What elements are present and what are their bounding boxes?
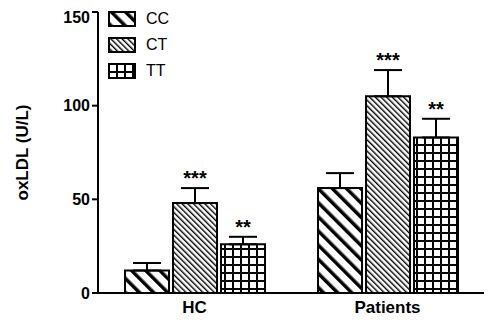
svg-text:**: ** (235, 216, 251, 238)
html-text:CC: CC (146, 10, 170, 27)
svg-text:50: 50 (72, 191, 90, 208)
svg-text:Patients: Patients (354, 298, 420, 317)
svg-text:0: 0 (81, 285, 90, 302)
svg-text:oxLDL (U/L): oxLDL (U/L) (13, 104, 32, 200)
svg-text:***: *** (376, 49, 400, 71)
svg-text:HC: HC (182, 298, 207, 317)
svg-text:***: *** (183, 167, 207, 189)
html-text:CT: CT (146, 36, 168, 53)
svg-text:**: ** (428, 98, 444, 120)
svg-text:100: 100 (63, 97, 90, 114)
html-text:TT: TT (146, 62, 166, 79)
svg-text:150: 150 (63, 9, 90, 26)
